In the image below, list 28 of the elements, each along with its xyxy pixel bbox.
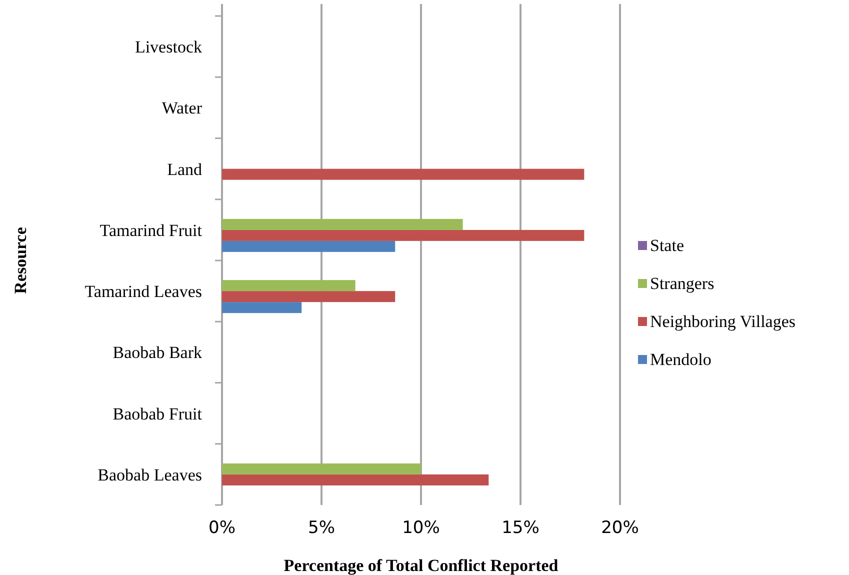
legend-label: State: [650, 236, 684, 255]
x-tick-label: 15%: [502, 518, 540, 538]
y-tick-label: Baobab Leaves: [98, 465, 202, 484]
x-tick-label: 10%: [402, 518, 440, 538]
bar: [222, 463, 421, 474]
bar: [222, 218, 463, 230]
bar: [222, 302, 302, 314]
y-tick-label: Baobab Bark: [112, 343, 202, 362]
bar: [222, 168, 584, 180]
y-tick-label: Baobab Fruit: [112, 404, 202, 424]
bar: [222, 230, 584, 241]
x-tick-label: 20%: [601, 518, 639, 538]
x-axis-title: Percentage of Total Conflict Reported: [284, 556, 559, 575]
legend-label: Strangers: [650, 274, 714, 293]
x-tick-label: 5%: [308, 518, 335, 538]
x-tick-label: 0%: [208, 518, 236, 538]
legend-label: Mendolo: [650, 350, 712, 369]
legend-label: Neighboring Villages: [650, 312, 796, 331]
bar: [222, 280, 356, 292]
y-tick-label: Water: [162, 98, 202, 118]
bar: [222, 474, 489, 486]
y-tick-label: Tamarind Leaves: [84, 282, 202, 302]
bar: [222, 291, 396, 302]
y-axis-title: Resource: [11, 226, 30, 294]
y-tick-label: Tamarind Fruit: [100, 220, 202, 240]
bar: [222, 240, 396, 252]
y-tick-label: Land: [167, 160, 202, 179]
y-tick-label: Livestock: [134, 38, 202, 57]
